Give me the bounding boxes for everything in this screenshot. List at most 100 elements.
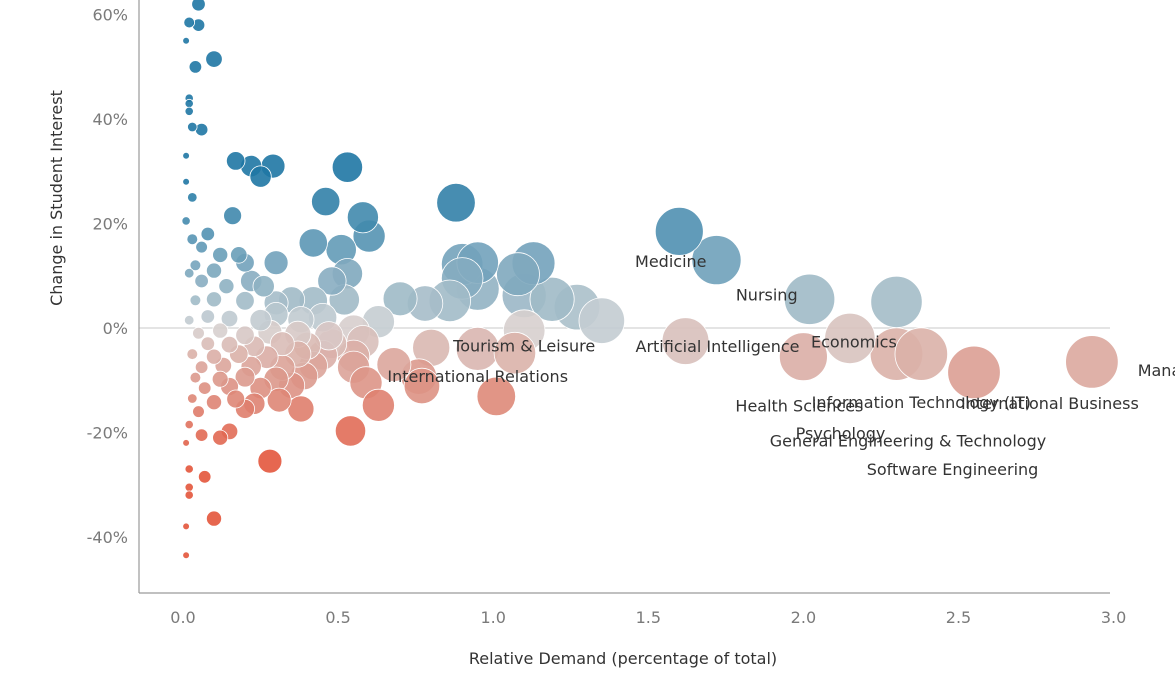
bubble[interactable] bbox=[331, 151, 363, 183]
bubble[interactable] bbox=[334, 415, 367, 447]
y-tick-label: 0% bbox=[103, 319, 128, 338]
bubble[interactable] bbox=[252, 275, 275, 298]
bubble[interactable] bbox=[197, 381, 212, 395]
bubble[interactable] bbox=[192, 405, 205, 418]
bubble[interactable] bbox=[194, 428, 209, 442]
bubble[interactable] bbox=[870, 275, 923, 328]
bubble[interactable] bbox=[187, 121, 198, 133]
bubble[interactable] bbox=[824, 312, 876, 364]
bubble[interactable] bbox=[249, 309, 272, 332]
bubble[interactable] bbox=[184, 98, 194, 109]
bubble[interactable] bbox=[220, 309, 239, 328]
bubble[interactable] bbox=[263, 250, 289, 276]
bubble[interactable] bbox=[187, 192, 198, 203]
bubble[interactable] bbox=[189, 371, 202, 384]
bubble[interactable] bbox=[249, 165, 272, 188]
bubble[interactable] bbox=[266, 387, 292, 413]
bubble[interactable] bbox=[346, 201, 379, 234]
bubble[interactable] bbox=[187, 393, 198, 404]
bubble-label: Software Engineering bbox=[867, 460, 1039, 479]
bubble[interactable] bbox=[947, 345, 1001, 400]
bubble[interactable] bbox=[189, 294, 202, 307]
bubble[interactable] bbox=[225, 151, 246, 171]
bubble[interactable] bbox=[205, 291, 222, 308]
bubble[interactable] bbox=[311, 187, 341, 217]
bubble[interactable] bbox=[182, 522, 190, 531]
bubble[interactable] bbox=[212, 322, 229, 339]
bubble[interactable] bbox=[212, 246, 229, 263]
bubble[interactable] bbox=[298, 228, 328, 258]
bubble[interactable] bbox=[188, 60, 203, 74]
bubble[interactable] bbox=[783, 273, 836, 325]
bubble[interactable] bbox=[197, 470, 212, 484]
bubble[interactable] bbox=[226, 389, 246, 409]
bubble[interactable] bbox=[205, 510, 222, 527]
bubble[interactable] bbox=[186, 233, 199, 246]
bubble[interactable] bbox=[529, 276, 575, 322]
bubble[interactable] bbox=[183, 268, 195, 279]
bubble[interactable] bbox=[257, 448, 283, 474]
bubble[interactable] bbox=[578, 297, 625, 344]
bubble[interactable] bbox=[194, 273, 209, 289]
bubble[interactable] bbox=[184, 482, 194, 492]
bubble[interactable] bbox=[194, 360, 209, 374]
bubble[interactable] bbox=[235, 291, 255, 311]
bubble[interactable] bbox=[287, 395, 315, 423]
y-tick-label: 40% bbox=[92, 110, 128, 129]
bubble[interactable] bbox=[235, 325, 255, 346]
bubble[interactable] bbox=[194, 122, 209, 137]
bubble[interactable] bbox=[186, 348, 199, 360]
bubble[interactable] bbox=[476, 376, 516, 417]
bubble[interactable] bbox=[181, 216, 191, 226]
bubble[interactable] bbox=[234, 366, 256, 388]
bubble[interactable] bbox=[220, 336, 239, 354]
bubble[interactable] bbox=[182, 178, 190, 186]
bubble[interactable] bbox=[382, 281, 418, 317]
bubble[interactable] bbox=[195, 240, 208, 254]
bubble[interactable] bbox=[183, 315, 195, 326]
bubble[interactable] bbox=[205, 394, 222, 411]
bubble[interactable] bbox=[200, 336, 216, 351]
bubble[interactable] bbox=[269, 331, 295, 357]
chart-bubbles bbox=[181, 0, 1119, 559]
x-tick-label: 2.5 bbox=[946, 608, 971, 627]
bubble[interactable] bbox=[493, 331, 537, 375]
bubble[interactable] bbox=[691, 235, 742, 286]
bubble[interactable] bbox=[230, 246, 248, 264]
bubble[interactable] bbox=[192, 326, 205, 340]
bubble[interactable] bbox=[212, 429, 229, 446]
y-tick-label: 60% bbox=[92, 6, 128, 25]
bubble[interactable] bbox=[184, 490, 194, 500]
bubble[interactable] bbox=[183, 16, 196, 29]
bubble[interactable] bbox=[182, 151, 190, 160]
bubble[interactable] bbox=[182, 439, 190, 447]
bubble[interactable] bbox=[223, 206, 243, 226]
bubble[interactable] bbox=[894, 327, 948, 381]
y-tick-label: -20% bbox=[87, 423, 128, 442]
bubble[interactable] bbox=[496, 252, 540, 297]
bubble[interactable] bbox=[184, 419, 194, 430]
bubble[interactable] bbox=[218, 278, 235, 295]
bubble[interactable] bbox=[200, 226, 216, 242]
bubble[interactable] bbox=[1065, 335, 1119, 389]
bubble[interactable] bbox=[779, 332, 828, 382]
bubble[interactable] bbox=[211, 370, 229, 388]
bubble[interactable] bbox=[361, 388, 395, 422]
bubble[interactable] bbox=[205, 50, 223, 68]
bubble[interactable] bbox=[205, 262, 222, 279]
bubble[interactable] bbox=[661, 317, 710, 365]
bubble-label: International Relations bbox=[387, 367, 568, 386]
bubble[interactable] bbox=[191, 0, 206, 12]
bubble[interactable] bbox=[376, 347, 412, 383]
bubble[interactable] bbox=[403, 367, 441, 405]
bubble[interactable] bbox=[436, 182, 476, 223]
bubble[interactable] bbox=[200, 309, 216, 324]
bubble[interactable] bbox=[184, 106, 194, 116]
bubble[interactable] bbox=[182, 551, 190, 559]
bubble[interactable] bbox=[184, 464, 194, 474]
bubble[interactable] bbox=[189, 259, 202, 272]
bubble[interactable] bbox=[182, 36, 190, 45]
bubble[interactable] bbox=[317, 266, 347, 296]
bubble[interactable] bbox=[654, 206, 704, 256]
bubble[interactable] bbox=[205, 348, 222, 365]
